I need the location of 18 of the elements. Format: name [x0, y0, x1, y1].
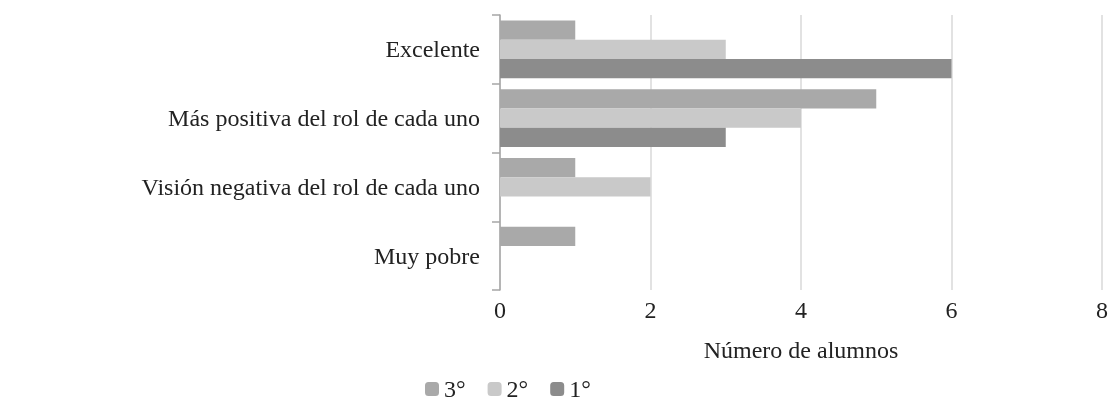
- x-tick-label: 2: [644, 297, 657, 323]
- bar: [500, 177, 651, 197]
- x-tick-label: 4: [795, 297, 807, 323]
- bar: [500, 108, 801, 128]
- y-tick-label: Excelente: [385, 36, 480, 63]
- x-axis-title: Número de alumnos: [703, 337, 899, 363]
- bar: [500, 127, 726, 147]
- y-tick-label: Más positiva del rol de cada uno: [168, 105, 480, 132]
- x-tick-label: 8: [1096, 297, 1108, 323]
- legend-label: 2°: [506, 376, 529, 402]
- legend-label: 1°: [569, 376, 591, 402]
- bar: [500, 39, 726, 59]
- bar: [500, 59, 952, 79]
- x-tick-label: 6: [945, 297, 958, 323]
- x-tick-label: 0: [494, 297, 506, 323]
- legend-label: 3°: [444, 376, 466, 402]
- y-tick-label: Visión negativa del rol de cada uno: [141, 173, 480, 200]
- y-tick-label: Muy pobre: [374, 242, 480, 269]
